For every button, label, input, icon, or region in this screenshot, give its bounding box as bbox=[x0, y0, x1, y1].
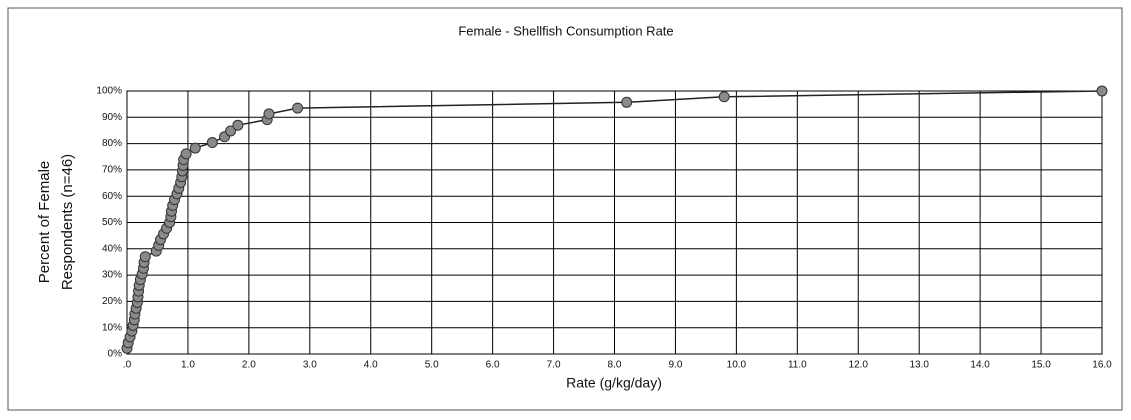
y-tick-label: 50% bbox=[102, 217, 122, 228]
x-tick-label: 2.0 bbox=[242, 360, 256, 371]
data-point bbox=[232, 119, 244, 131]
x-tick-label: 1.0 bbox=[181, 360, 195, 371]
y-tick-label: 70% bbox=[102, 165, 122, 176]
x-tick-label: 5.0 bbox=[425, 360, 439, 371]
x-tick-label: .0 bbox=[123, 360, 132, 371]
x-tick-label: 13.0 bbox=[909, 360, 929, 371]
y-tick-label: 20% bbox=[102, 296, 122, 307]
data-point bbox=[718, 91, 730, 103]
x-tick-label: 8.0 bbox=[608, 360, 622, 371]
data-point bbox=[621, 96, 633, 108]
data-point bbox=[292, 102, 304, 114]
y-axis-label: Percent of Female bbox=[36, 161, 53, 284]
data-point bbox=[189, 142, 201, 154]
x-tick-label: 4.0 bbox=[364, 360, 378, 371]
x-axis-label: Rate (g/kg/day) bbox=[566, 375, 662, 391]
data-point bbox=[225, 125, 237, 137]
x-tick-label: 15.0 bbox=[1031, 360, 1051, 371]
data-point bbox=[180, 148, 192, 160]
data-point bbox=[139, 251, 151, 263]
data-point bbox=[263, 108, 275, 120]
y-tick-label: 40% bbox=[102, 243, 122, 254]
x-tick-label: 9.0 bbox=[668, 360, 682, 371]
x-tick-label: 7.0 bbox=[547, 360, 561, 371]
x-tick-label: 14.0 bbox=[970, 360, 990, 371]
y-tick-label: 30% bbox=[102, 270, 122, 281]
y-tick-label: 100% bbox=[96, 86, 122, 97]
y-axis-label: Respondents (n=46) bbox=[59, 154, 76, 290]
x-tick-label: 10.0 bbox=[727, 360, 747, 371]
chart-title: Female - Shellfish Consumption Rate bbox=[458, 23, 673, 38]
data-point bbox=[1096, 85, 1108, 97]
y-tick-label: 80% bbox=[102, 138, 122, 149]
x-tick-label: 11.0 bbox=[788, 360, 807, 371]
y-tick-label: 90% bbox=[102, 112, 122, 123]
x-tick-label: 3.0 bbox=[303, 360, 317, 371]
y-tick-label: 60% bbox=[102, 191, 122, 202]
x-tick-label: 16.0 bbox=[1092, 360, 1112, 371]
x-tick-label: 12.0 bbox=[849, 360, 869, 371]
y-tick-label: 0% bbox=[108, 349, 123, 360]
x-tick-label: 6.0 bbox=[486, 360, 500, 371]
y-tick-label: 10% bbox=[102, 322, 122, 333]
data-point bbox=[206, 137, 218, 149]
